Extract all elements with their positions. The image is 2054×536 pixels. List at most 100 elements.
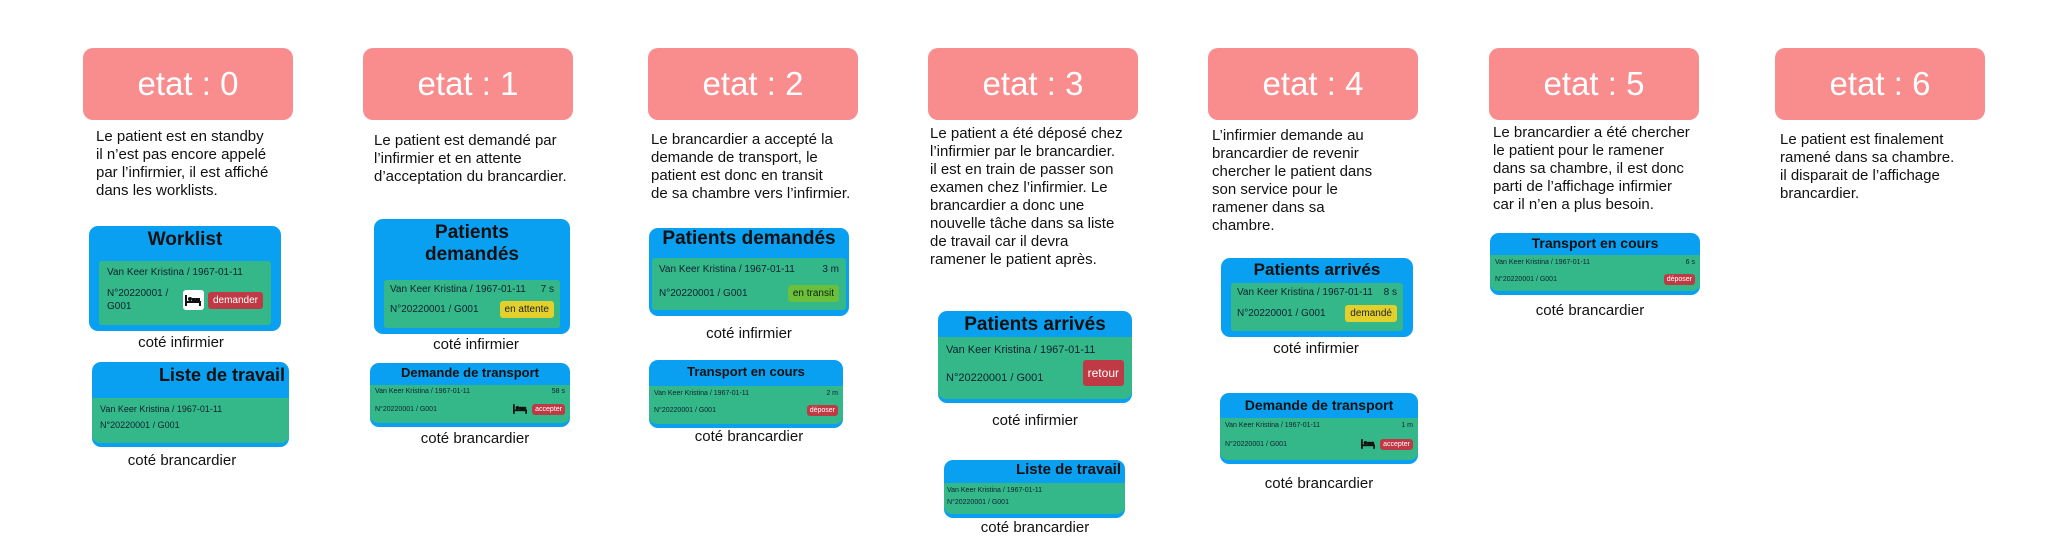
description-line: Le patient a été déposé chez [930, 125, 1123, 142]
patient-row[interactable]: Van Keer Kristina / 1967-01-11 N°2022000… [92, 398, 289, 443]
state-description-1: Le patient est demandé par l’infirmier e… [374, 132, 609, 186]
description-line: Le brancardier a été chercher [1493, 124, 1690, 141]
patient-row[interactable]: Van Keer Kristina / 1967-01-11 8 s N°202… [1231, 283, 1403, 331]
patient-id: N°20220001 / G001 [659, 288, 748, 299]
patients-arrives-card: Patients arrivés Van Keer Kristina / 196… [1221, 258, 1413, 337]
elapsed-time: 58 s [551, 388, 565, 395]
description-line: ramener dans sa [1212, 199, 1325, 216]
description-line: il disparait de l’affichage [1780, 167, 1940, 184]
patient-row[interactable]: Van Keer Kristina / 1967-01-11 3 m N°202… [652, 258, 846, 310]
patient-row[interactable]: Van Keer Kristina / 1967-01-11 6 s N°202… [1490, 255, 1700, 291]
deposer-button[interactable]: déposer [1663, 274, 1695, 285]
description-line: Le patient est demandé par [374, 132, 557, 149]
description-line: par l’infirmier, il est affiché [96, 164, 269, 181]
patient-id: N°20220001 / G001 [107, 288, 169, 312]
state-description-5: Le brancardier a été chercher le patient… [1493, 124, 1728, 214]
description-line: l’infirmier et en attente [374, 150, 522, 167]
patient-row[interactable]: Van Keer Kristina / 1967-01-11 2 m N°202… [649, 386, 843, 424]
elapsed-time: 2 m [826, 390, 838, 397]
description-line: ramené dans sa chambre. [1780, 149, 1955, 166]
patient-id: N°20220001 / G001 [947, 499, 1009, 506]
patient-id: N°20220001 / G001 [390, 304, 479, 315]
patient-id: N°20220001 / G001 [946, 372, 1044, 384]
bed-icon[interactable] [182, 290, 204, 310]
caption-brancardier: coté brancardier [1535, 302, 1645, 319]
description-line: patient est donc en transit [651, 167, 823, 184]
card-title: Transport en cours [1531, 235, 1659, 251]
status-badge: demandé [1345, 305, 1397, 322]
patient-name: Van Keer Kristina / 1967-01-11 [107, 267, 243, 278]
description-line: de travail car il devra [930, 233, 1069, 250]
description-line: chambre. [1212, 217, 1275, 234]
status-badge: en transit [787, 285, 839, 302]
description-line: brancardier a donc une [930, 197, 1085, 214]
card-title: Patients demandés [425, 222, 519, 265]
patients-arrives-card: Patients arrivés Van Keer Kristina / 196… [938, 311, 1132, 403]
demande-de-transport-card: Demande de transport Van Keer Kristina /… [370, 363, 570, 427]
caption-brancardier: coté brancardier [127, 452, 237, 469]
patient-id: N°20220001 / G001 [1495, 276, 1557, 283]
elapsed-time: 8 s [1383, 287, 1397, 298]
state-header-3: etat : 3 [928, 48, 1138, 120]
patient-id: N°20220001 / G001 [1237, 308, 1326, 319]
deposer-button[interactable]: déposer [806, 405, 838, 416]
card-title: Liste de travail [158, 365, 285, 385]
description-line: demande de transport, le [651, 149, 818, 166]
card-title: Patients arrivés [1253, 260, 1381, 279]
description-line: examen chez l’infirmier. Le [930, 179, 1108, 196]
caption-brancardier: coté brancardier [420, 430, 530, 447]
demander-button[interactable]: demander [207, 291, 263, 309]
card-title: Worklist [147, 229, 223, 250]
patient-row[interactable]: Van Keer Kristina / 1967-01-11 1 m N°202… [1220, 418, 1418, 460]
patient-name: Van Keer Kristina / 1967-01-11 [947, 487, 1043, 494]
bed-icon[interactable] [512, 403, 528, 415]
liste-de-travail-card: Liste de travail Van Keer Kristina / 196… [944, 460, 1125, 518]
caption-brancardier: coté brancardier [1264, 475, 1374, 492]
description-line: il n’est pas encore appelé [96, 146, 267, 163]
description-line: dans les worklists. [96, 182, 218, 199]
state-header-2: etat : 2 [648, 48, 858, 120]
card-title: Patients arrivés [964, 314, 1106, 335]
patient-id: N°20220001 / G001 [100, 420, 180, 430]
transport-en-cours-card: Transport en cours Van Keer Kristina / 1… [1490, 233, 1700, 295]
transport-en-cours-card: Transport en cours Van Keer Kristina / 1… [649, 360, 843, 428]
bed-icon[interactable] [1360, 438, 1376, 450]
state-header-4: etat : 4 [1208, 48, 1418, 120]
caption-infirmier: coté infirmier [433, 336, 519, 353]
patient-id: N°20220001 / G001 [375, 405, 437, 413]
accepter-button[interactable]: accepter [1380, 438, 1413, 450]
description-line: brancardier. [1780, 185, 1860, 202]
state-description-0: Le patient est en standby il n’est pas e… [96, 128, 331, 200]
card-title: Demande de transport [401, 365, 539, 380]
description-line: chercher le patient dans [1212, 163, 1373, 180]
description-line: Le brancardier a accepté la [651, 131, 833, 148]
description-line: L’infirmier demande au [1212, 127, 1364, 144]
accepter-button[interactable]: accepter [532, 403, 565, 415]
patient-name: Van Keer Kristina / 1967-01-11 [1237, 287, 1373, 298]
patient-name: Van Keer Kristina / 1967-01-11 [1495, 259, 1591, 266]
patient-name: Van Keer Kristina / 1967-01-11 [390, 284, 526, 295]
patient-row[interactable]: Van Keer Kristina / 1967-01-11 58 s N°20… [370, 385, 570, 423]
card-title: Liste de travail [1015, 461, 1121, 478]
patient-id: N°20220001 / G001 [1225, 440, 1287, 448]
patient-name: Van Keer Kristina / 1967-01-11 [946, 344, 1096, 356]
patient-row[interactable]: Van Keer Kristina / 1967-01-11 7 s N°202… [384, 280, 560, 328]
patient-name: Van Keer Kristina / 1967-01-11 [375, 388, 471, 395]
patient-id: N°20220001 / G001 [654, 407, 716, 414]
patients-demandes-card: Patients demandés Van Keer Kristina / 19… [649, 228, 849, 316]
patient-name: Van Keer Kristina / 1967-01-11 [100, 404, 223, 414]
patient-row[interactable]: Van Keer Kristina / 1967-01-11 N°2022000… [944, 483, 1125, 514]
patients-demandes-card: Patients demandés Van Keer Kristina / 19… [374, 219, 570, 334]
state-description-2: Le brancardier a accepté la demande de t… [651, 131, 886, 203]
caption-infirmier: coté infirmier [992, 412, 1078, 429]
state-description-3: Le patient a été déposé chez l’infirmier… [930, 125, 1165, 269]
patient-row[interactable]: Van Keer Kristina / 1967-01-11 N°2022000… [99, 261, 271, 325]
state-description-6: Le patient est finalement ramené dans sa… [1780, 131, 2015, 203]
description-line: l’infirmier par le brancardier. [930, 143, 1116, 160]
elapsed-time: 3 m [822, 264, 839, 275]
state-description-4: L’infirmier demande au brancardier de re… [1212, 127, 1447, 235]
description-line: ramener le patient après. [930, 251, 1097, 268]
patient-row[interactable]: Van Keer Kristina / 1967-01-11 N°2022000… [938, 337, 1132, 399]
retour-button[interactable]: retour [1082, 360, 1124, 386]
caption-infirmier: coté infirmier [1273, 340, 1359, 357]
